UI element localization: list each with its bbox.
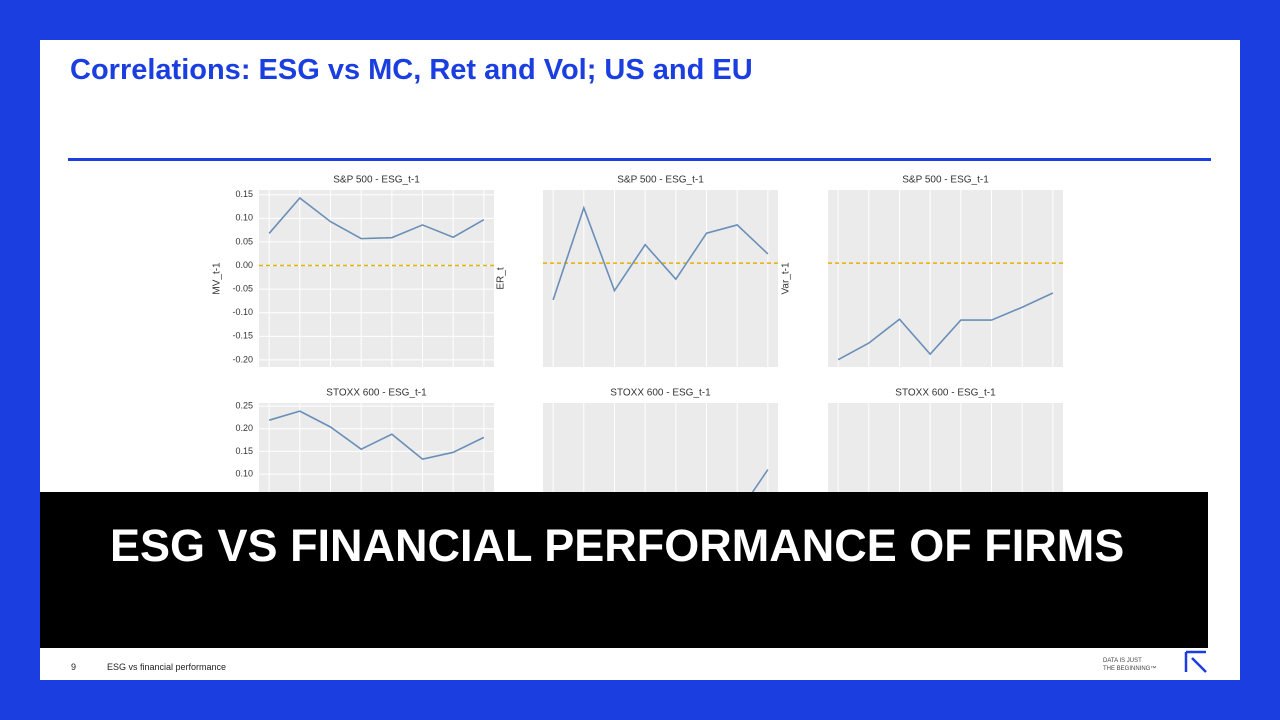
banner: ESG VS FINANCIAL PERFORMANCE OF FIRMS xyxy=(40,492,1208,648)
logo xyxy=(1184,650,1207,673)
y-tick-label: 0.20 xyxy=(235,423,253,433)
y-axis-label: MV_t-1 xyxy=(212,262,223,295)
y-tick-label: 0.15 xyxy=(235,446,253,456)
y-tick-label: 0.10 xyxy=(235,468,253,478)
footer-text: ESG vs financial performance xyxy=(107,662,227,672)
y-axis-label: Var_t-1 xyxy=(781,262,792,294)
y-axis-label: ER_t xyxy=(496,267,507,289)
plot-area xyxy=(259,190,494,367)
y-tick-label: 0.05 xyxy=(235,236,253,246)
plot-area xyxy=(828,190,1063,367)
divider xyxy=(68,158,1211,161)
logo-mark xyxy=(1184,650,1207,673)
chart-title: STOXX 600 - ESG_t-1 xyxy=(895,388,996,399)
chart-title: STOXX 600 - ESG_t-1 xyxy=(326,388,427,399)
chart-title: STOXX 600 - ESG_t-1 xyxy=(610,388,711,399)
chart-title: S&P 500 - ESG_t-1 xyxy=(333,175,420,186)
banner-title: ESG VS FINANCIAL PERFORMANCE OF FIRMS xyxy=(110,520,1125,571)
y-tick-label: 0.10 xyxy=(235,213,253,223)
data-line xyxy=(268,410,485,460)
data-line xyxy=(837,292,1054,361)
y-tick-label: -0.10 xyxy=(232,307,253,317)
y-tick-label: 0.25 xyxy=(235,401,253,411)
y-tick-label: 0.15 xyxy=(235,189,253,199)
y-tick-label: -0.05 xyxy=(232,283,253,293)
slide-title: Correlations: ESG vs MC, Ret and Vol; US… xyxy=(70,54,753,86)
chart-title: S&P 500 - ESG_t-1 xyxy=(617,175,704,186)
tagline: DATA IS JUST xyxy=(1103,658,1142,664)
y-tick-label: -0.15 xyxy=(232,331,253,341)
chart-title: S&P 500 - ESG_t-1 xyxy=(902,175,989,186)
y-tick-label: -0.20 xyxy=(232,354,253,364)
data-line xyxy=(268,196,485,240)
tagline: THE BEGINNING™ xyxy=(1103,666,1157,672)
plot-area xyxy=(543,190,778,367)
page-number: 9 xyxy=(71,662,77,672)
y-tick-label: 0.00 xyxy=(235,260,253,270)
data-line xyxy=(552,205,769,301)
